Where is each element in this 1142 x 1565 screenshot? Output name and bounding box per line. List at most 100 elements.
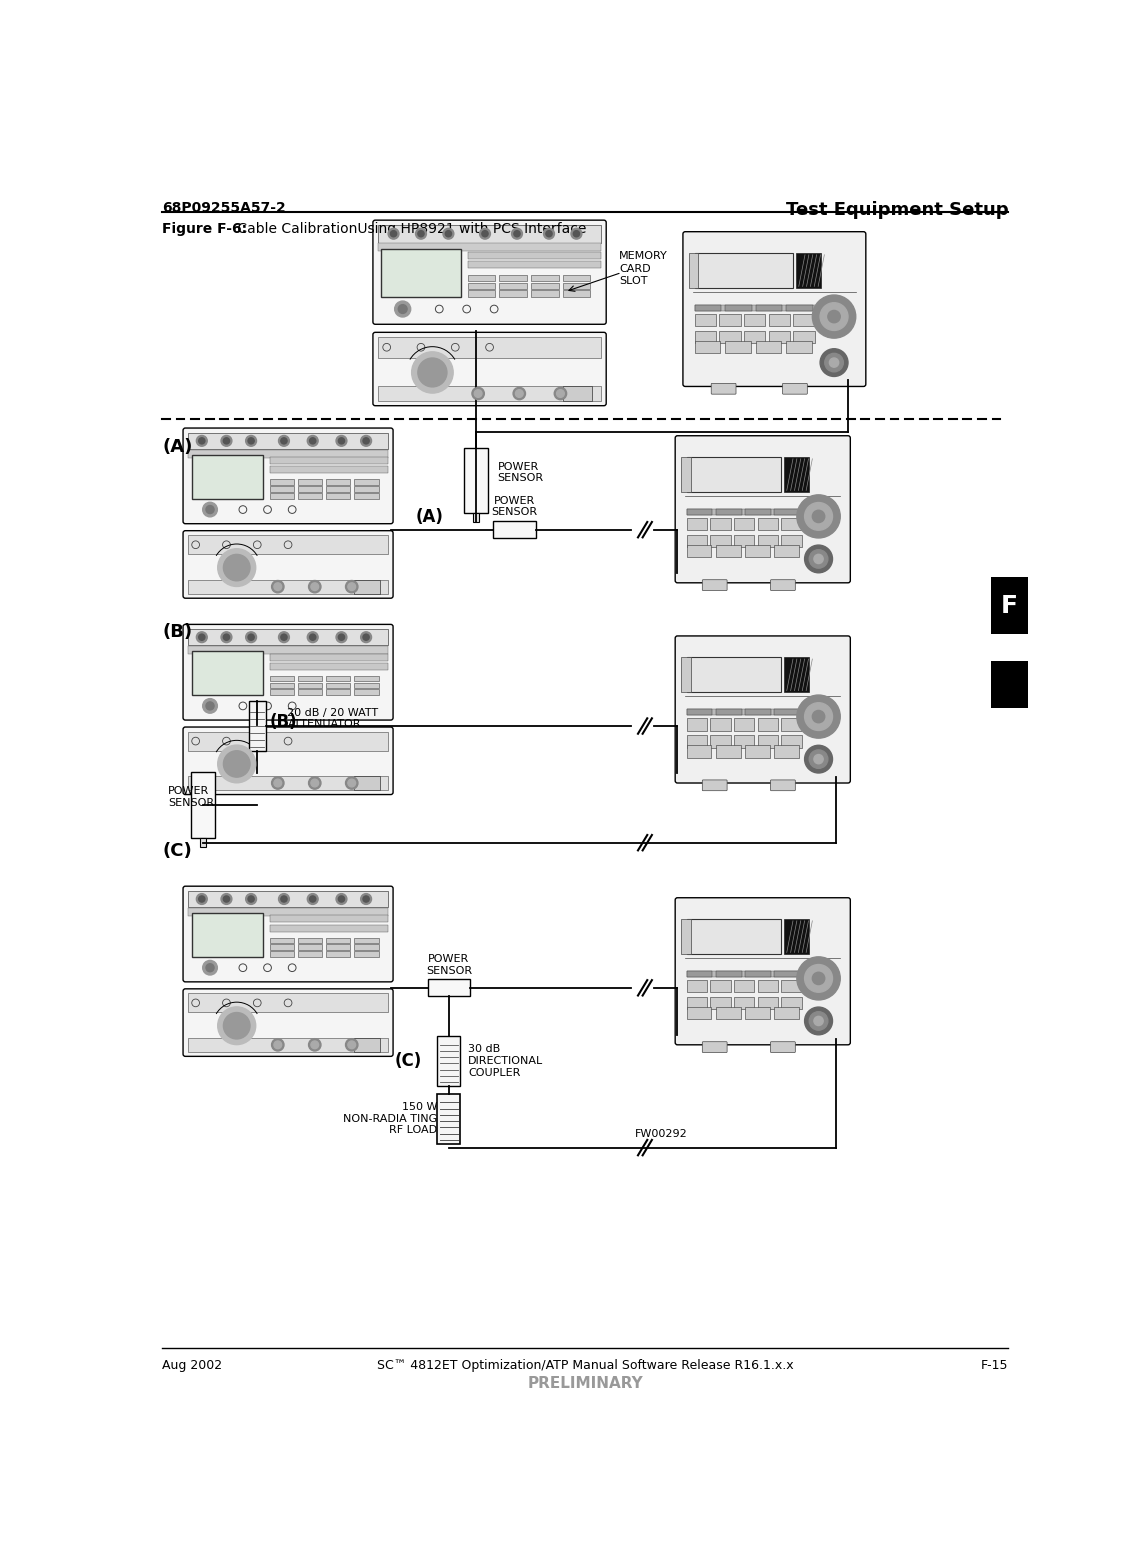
FancyBboxPatch shape xyxy=(702,579,727,590)
Bar xyxy=(270,479,295,485)
FancyBboxPatch shape xyxy=(183,531,393,598)
Circle shape xyxy=(336,632,347,643)
Text: Cable CalibrationUsing HP8921 with PCS Interface: Cable CalibrationUsing HP8921 with PCS I… xyxy=(233,222,587,236)
Circle shape xyxy=(281,895,287,901)
Bar xyxy=(354,689,378,695)
Circle shape xyxy=(797,956,841,1000)
Text: (C): (C) xyxy=(395,1052,421,1070)
Bar xyxy=(188,449,387,457)
Circle shape xyxy=(391,230,396,236)
Bar xyxy=(774,970,801,977)
Circle shape xyxy=(246,435,257,446)
FancyBboxPatch shape xyxy=(183,429,393,524)
Bar xyxy=(694,305,722,311)
Bar xyxy=(270,944,295,950)
Bar xyxy=(716,709,741,715)
Bar xyxy=(746,709,771,715)
Bar xyxy=(734,997,755,1009)
Bar xyxy=(468,283,496,290)
Bar xyxy=(473,513,480,523)
Bar xyxy=(686,709,810,715)
Bar xyxy=(325,479,351,485)
Circle shape xyxy=(825,354,843,372)
FancyBboxPatch shape xyxy=(702,1042,727,1053)
Circle shape xyxy=(309,895,316,901)
Circle shape xyxy=(274,582,282,590)
Bar xyxy=(563,283,590,290)
Bar xyxy=(734,736,755,748)
Bar xyxy=(192,651,264,695)
Bar xyxy=(686,518,707,531)
Bar xyxy=(785,457,810,491)
Circle shape xyxy=(388,228,399,239)
Bar xyxy=(686,997,707,1009)
Circle shape xyxy=(224,895,230,901)
Circle shape xyxy=(361,435,371,446)
Bar xyxy=(710,980,731,992)
Bar xyxy=(465,448,488,513)
Circle shape xyxy=(395,300,411,318)
Bar xyxy=(710,718,731,731)
Bar xyxy=(716,970,741,977)
Bar xyxy=(756,341,781,354)
Bar xyxy=(192,912,264,956)
Circle shape xyxy=(248,438,255,444)
Bar xyxy=(686,736,707,748)
Bar xyxy=(734,535,755,548)
Bar xyxy=(188,908,387,916)
Bar xyxy=(682,919,691,955)
Bar xyxy=(298,952,322,956)
Bar xyxy=(734,980,755,992)
Circle shape xyxy=(309,438,316,444)
Circle shape xyxy=(814,554,823,563)
Bar xyxy=(188,994,387,1013)
Bar xyxy=(354,944,378,950)
Bar xyxy=(354,682,378,689)
Text: 150 W
NON-RADIA TING
RF LOAD: 150 W NON-RADIA TING RF LOAD xyxy=(343,1102,437,1135)
Text: POWER
SENSOR: POWER SENSOR xyxy=(426,955,472,975)
Bar xyxy=(354,487,378,491)
Circle shape xyxy=(544,228,554,239)
Bar xyxy=(710,518,731,531)
Circle shape xyxy=(363,895,369,901)
Bar xyxy=(686,745,711,757)
Bar xyxy=(686,457,781,491)
Bar xyxy=(192,455,264,499)
Text: FW00292: FW00292 xyxy=(635,1128,687,1139)
Circle shape xyxy=(206,505,214,513)
Circle shape xyxy=(246,894,257,905)
Bar xyxy=(298,682,322,689)
Bar xyxy=(298,676,322,681)
Bar xyxy=(746,745,770,757)
Text: MEMORY
CARD
SLOT: MEMORY CARD SLOT xyxy=(619,252,668,286)
Bar xyxy=(270,676,295,681)
Bar xyxy=(298,493,322,499)
Bar xyxy=(743,315,765,327)
Circle shape xyxy=(810,1011,828,1030)
Circle shape xyxy=(218,745,256,782)
Circle shape xyxy=(199,438,204,444)
Circle shape xyxy=(224,634,230,640)
Circle shape xyxy=(416,228,426,239)
Circle shape xyxy=(797,495,841,538)
Bar xyxy=(354,493,378,499)
Bar xyxy=(354,479,378,485)
Bar xyxy=(781,535,802,548)
Bar xyxy=(686,980,707,992)
Bar xyxy=(757,997,778,1009)
Circle shape xyxy=(199,895,204,901)
Circle shape xyxy=(814,754,823,764)
FancyBboxPatch shape xyxy=(675,635,851,782)
Bar xyxy=(354,952,378,956)
Bar xyxy=(686,1008,711,1019)
Bar xyxy=(991,662,1028,707)
Bar xyxy=(188,776,387,790)
Circle shape xyxy=(805,703,833,731)
Text: POWER
SENSOR: POWER SENSOR xyxy=(492,496,538,518)
Circle shape xyxy=(812,711,825,723)
Circle shape xyxy=(443,228,453,239)
Bar xyxy=(468,261,601,268)
Circle shape xyxy=(338,438,345,444)
Bar xyxy=(437,1094,460,1144)
Bar xyxy=(468,291,496,297)
